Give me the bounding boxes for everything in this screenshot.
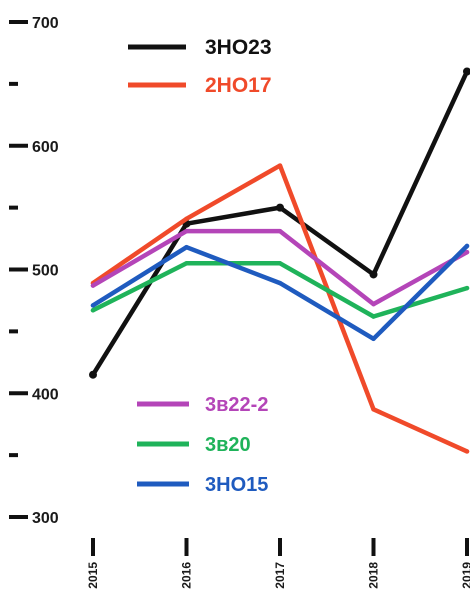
data-point: [464, 449, 470, 454]
legend-label: 3НО23: [205, 36, 272, 59]
x-tick-label: 2016: [180, 562, 194, 589]
data-point: [371, 336, 376, 341]
data-point: [369, 270, 378, 279]
y-tick-label: 700: [32, 15, 59, 32]
data-point: [277, 261, 283, 266]
data-point: [276, 203, 284, 212]
data-point: [89, 370, 97, 379]
y-axis: 300 400 500 600 700: [9, 15, 59, 527]
series-line: [90, 69, 470, 377]
legend: 3НО23 2НО17 3в22-2 3в20 3НО15: [128, 36, 272, 496]
data-point: [371, 314, 376, 319]
y-tick-label: 400: [32, 386, 59, 403]
data-point: [371, 407, 376, 412]
data-point: [90, 283, 96, 288]
data-point: [184, 228, 189, 234]
series-line: [90, 243, 470, 342]
data-point: [463, 67, 470, 76]
data-point: [277, 228, 283, 234]
data-point: [464, 285, 470, 291]
data-point: [90, 303, 96, 308]
data-point: [277, 280, 283, 286]
series-layer: [89, 67, 470, 454]
legend-label: 3в22-2: [205, 394, 268, 416]
legend-label: 3в20: [205, 434, 251, 456]
x-axis: 2015 2016 2017 2018 2019: [86, 538, 470, 589]
y-tick-label: 500: [32, 263, 59, 280]
data-point: [277, 163, 283, 168]
y-tick-label: 600: [32, 139, 59, 156]
data-point: [184, 216, 189, 221]
x-tick-label: 2019: [460, 562, 470, 589]
legend-label: 3НО15: [205, 474, 268, 496]
data-point: [90, 308, 96, 313]
data-point: [184, 245, 189, 250]
x-tick-label: 2018: [367, 562, 381, 589]
legend-label: 2НО17: [205, 74, 272, 97]
data-point: [371, 301, 376, 307]
x-tick-label: 2015: [86, 562, 100, 589]
y-tick-label: 300: [32, 510, 59, 527]
data-point: [464, 249, 470, 255]
data-point: [184, 261, 189, 266]
x-tick-label: 2017: [273, 562, 287, 589]
data-point: [464, 243, 470, 249]
